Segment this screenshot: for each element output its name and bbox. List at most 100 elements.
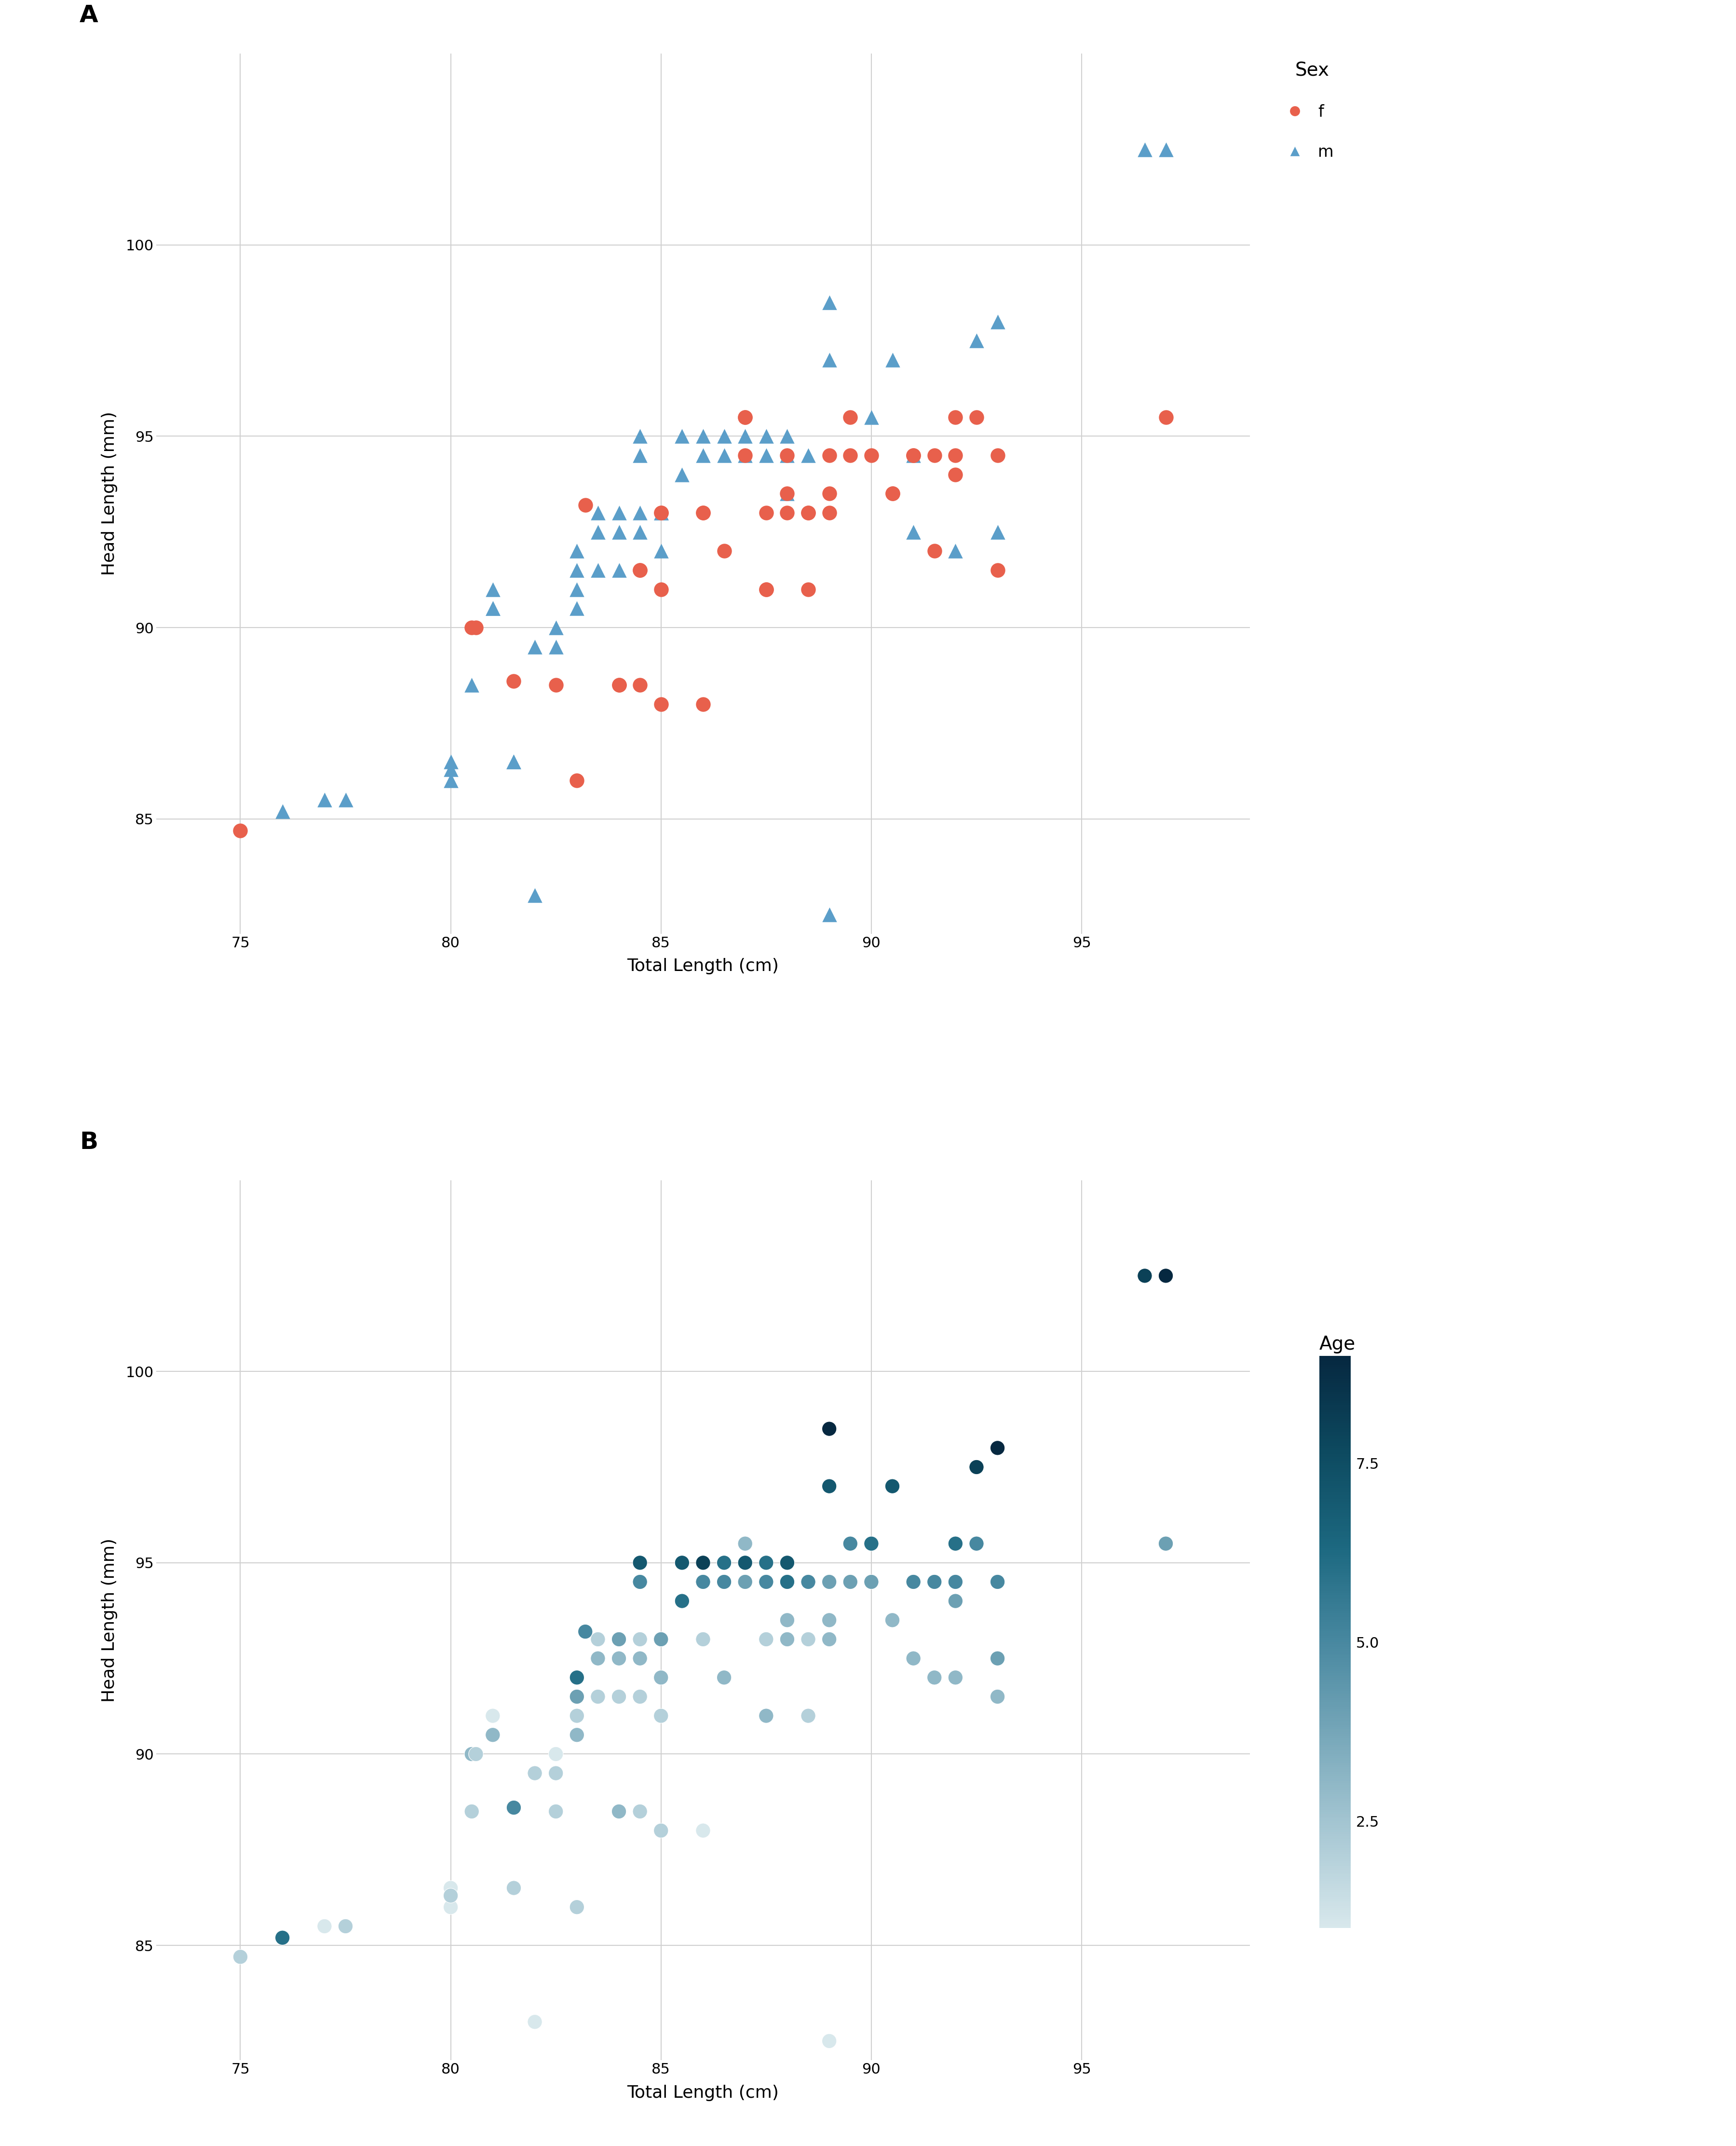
Point [479,1700,507,1734]
Point [627,1794,654,1828]
Point [571,487,599,521]
Point [752,438,779,472]
Point [984,305,1012,339]
Point [500,1871,528,1906]
Point [689,687,717,721]
Point [731,1564,759,1599]
Point [627,1680,654,1715]
Point [627,496,654,530]
Point [562,1680,590,1715]
Point [731,1526,759,1560]
Point [752,573,779,607]
Point [311,1910,339,1944]
Point [941,1526,969,1560]
Point [668,1545,696,1579]
Point [795,573,823,607]
Point [816,343,844,378]
Point [858,399,885,433]
Point [941,399,969,433]
Point [837,1526,865,1560]
Point [226,1940,253,1974]
Point [773,438,800,472]
Point [648,496,675,530]
Point [627,515,654,549]
Point [731,1526,759,1560]
Point [479,573,507,607]
Point [963,1451,991,1485]
Text: Age: Age [1319,1335,1356,1354]
Point [878,1603,906,1637]
Point [710,1564,738,1599]
Point [606,1642,634,1676]
Point [606,1794,634,1828]
Point [984,1642,1012,1676]
Point [542,629,569,663]
Point [689,1813,717,1848]
Point [963,324,991,358]
Point [731,438,759,472]
Point [648,496,675,530]
Point [458,667,486,702]
Point [668,457,696,491]
Point [858,1564,885,1599]
Point [984,554,1012,588]
Point [795,496,823,530]
Point [269,1921,297,1955]
Point [1153,133,1180,167]
Point [562,592,590,627]
Point [1130,133,1158,167]
Legend: f, m: f, m [1292,62,1333,161]
Point [521,1755,549,1790]
Point [437,1871,465,1906]
Point [627,1564,654,1599]
Point [773,476,800,511]
Point [479,1717,507,1751]
Point [606,667,634,702]
Point [521,878,549,912]
X-axis label: Total Length (cm): Total Length (cm) [627,957,779,974]
Point [226,813,253,848]
Point [500,745,528,779]
Point [941,438,969,472]
Point [816,496,844,530]
Point [542,1755,569,1790]
Point [627,438,654,472]
Point [752,418,779,453]
Point [899,1564,927,1599]
Point [627,667,654,702]
Point [816,1622,844,1657]
Point [627,1642,654,1676]
Point [606,1794,634,1828]
Point [795,438,823,472]
Point [332,1910,359,1944]
Point [899,1642,927,1676]
Point [837,1564,865,1599]
Point [710,438,738,472]
Point [542,667,569,702]
Point [941,457,969,491]
Point [437,1878,465,1912]
Point [773,496,800,530]
Point [752,1700,779,1734]
Point [816,285,844,320]
Point [542,1794,569,1828]
Point [583,1642,611,1676]
X-axis label: Total Length (cm): Total Length (cm) [627,2084,779,2101]
Point [752,1700,779,1734]
Point [648,1700,675,1734]
Point [984,1564,1012,1599]
Point [479,1717,507,1751]
Point [562,1661,590,1695]
Point [583,1680,611,1715]
Point [731,438,759,472]
Point [752,496,779,530]
Point [773,438,800,472]
Point [773,1603,800,1637]
Point [500,663,528,697]
Point [462,609,490,644]
Point [984,1680,1012,1715]
Point [689,496,717,530]
Point [941,1584,969,1618]
Point [648,496,675,530]
Point [583,554,611,588]
